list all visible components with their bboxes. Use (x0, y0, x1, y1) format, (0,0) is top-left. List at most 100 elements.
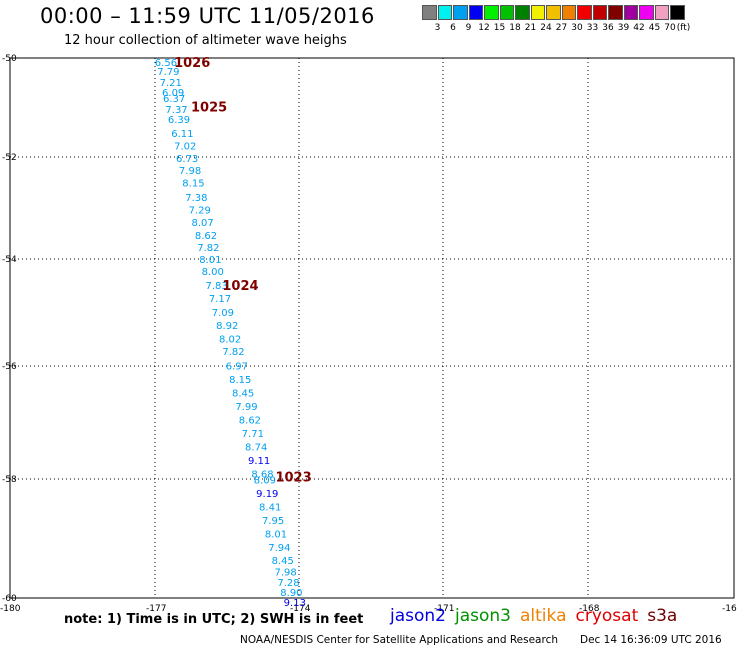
satellite-altika: altika (520, 606, 567, 626)
legend-swatch (453, 5, 468, 20)
lat-tick-label: -52 (2, 153, 17, 163)
wave-height-label: 8.00 (202, 267, 224, 278)
lat-tick-label: -54 (2, 255, 17, 265)
wave-height-label: 8.68 (251, 469, 273, 480)
wave-height-label: 8.41 (259, 503, 281, 514)
wave-height-label: 6.11 (171, 129, 193, 140)
legend-label: 36 (602, 23, 614, 33)
wave-height-label: 7.29 (189, 206, 211, 217)
wave-height-label: 8.07 (191, 218, 213, 229)
wave-height-label: 7.82 (197, 243, 219, 254)
note-text: note: 1) Time is in UTC; 2) SWH is in fe… (64, 612, 364, 627)
lon-tick-label: -168 (579, 604, 600, 614)
wave-height-label: 8.01 (199, 255, 221, 266)
wave-height-label: 8.09 (254, 476, 276, 487)
wave-height-label: 8.92 (216, 321, 238, 332)
wave-height-label: 7.21 (160, 78, 182, 89)
wave-height-label: 6.09 (162, 88, 184, 99)
legend-label: 45 (648, 23, 661, 33)
legend-label: (ft) (676, 23, 691, 33)
legend-label: 3 (434, 23, 441, 33)
wave-height-label: 6.39 (168, 115, 190, 126)
wave-height-label: 7.71 (242, 429, 264, 440)
wave-height-label: 6.97 (226, 361, 248, 372)
legend-swatch (422, 5, 437, 20)
wave-height-label: 7.37 (165, 105, 187, 116)
legend-swatch (608, 5, 623, 20)
wave-height-label: 7.02 (174, 141, 196, 152)
wave-height-label: 7.38 (185, 193, 207, 204)
pressure-label: 1023 (275, 471, 311, 486)
wave-height-label: 7.82 (222, 347, 244, 358)
wave-height-label: 8.90 (280, 588, 302, 599)
wave-height-label: 6.37 (163, 94, 185, 105)
wave-height-label: 7.83 (205, 281, 227, 292)
wave-height-label: 8.62 (239, 415, 261, 426)
legend-swatch (670, 5, 685, 20)
wave-height-label: 6.56 (155, 58, 177, 69)
lat-tick-label: -56 (2, 362, 17, 372)
wave-height-label: 9.13 (284, 598, 306, 609)
lon-tick-label: -174 (290, 604, 311, 614)
wave-height-label: 7.98 (275, 568, 297, 579)
satellite-cryosat: cryosat (575, 606, 639, 626)
lat-tick-label: -50 (2, 54, 17, 64)
wave-height-label: 6.73 (176, 154, 198, 165)
timestamp: Dec 14 16:36:09 UTC 2016 (580, 634, 722, 646)
legend-label: 24 (540, 23, 552, 33)
legend-label: 6 (450, 23, 456, 33)
legend-label: 39 (617, 23, 630, 33)
legend-swatch (654, 5, 669, 20)
legend-swatch (546, 5, 561, 20)
legend-swatch (468, 5, 483, 20)
wave-height-label: 8.15 (229, 375, 251, 386)
credit-text: NOAA/NESDIS Center for Satellite Applica… (240, 634, 558, 646)
wave-height-label: 8.45 (232, 388, 254, 399)
pressure-label: 1024 (222, 279, 258, 294)
legend-label: 27 (555, 23, 568, 33)
map-subtitle: 12 hour collection of altimeter wave hei… (64, 33, 347, 48)
wave-height-label: 7.28 (277, 578, 299, 589)
wave-height-label: 7.98 (179, 166, 201, 177)
wave-height-label: 8.02 (219, 334, 241, 345)
legend-label: 18 (509, 23, 521, 33)
wave-height-label: 7.17 (209, 294, 231, 305)
lon-tick-label: -171 (434, 604, 454, 614)
map-title: 00:00 – 11:59 UTC 11/05/2016 (40, 4, 375, 28)
lon-tick-label: -177 (146, 604, 166, 614)
wave-height-label: 8.01 (265, 530, 287, 541)
wave-height-label: 7.94 (268, 543, 290, 554)
legend-swatch (437, 5, 452, 20)
legend-swatch (561, 5, 576, 20)
wave-height-label: 7.09 (212, 308, 234, 319)
wave-height-label: 9.11 (248, 456, 270, 467)
satellite-legend: jason2 jason3 altika cryosat s3a (390, 606, 686, 626)
satellite-s3a: s3a (647, 606, 678, 626)
wave-height-label: 7.95 (262, 516, 284, 527)
wave-height-label: 8.15 (182, 179, 204, 190)
pressure-label: 1026 (174, 56, 210, 71)
map-frame (9, 57, 735, 599)
legend-swatch (484, 5, 499, 20)
lon-tick-label: -16 (722, 604, 737, 614)
legend-swatch (530, 5, 545, 20)
legend-swatch (515, 5, 530, 20)
legend-label: 42 (633, 23, 645, 33)
legend-label: 12 (478, 23, 490, 33)
legend-label: 15 (493, 23, 506, 33)
satellite-jason2: jason2 (390, 606, 446, 626)
legend-swatch (499, 5, 514, 20)
wave-height-label: 8.45 (272, 556, 294, 567)
legend-label: 30 (571, 23, 583, 33)
legend-swatch (592, 5, 607, 20)
legend-label: 21 (524, 23, 537, 33)
legend-swatch (577, 5, 592, 20)
lat-tick-label: -58 (2, 475, 17, 485)
wave-height-label: 8.62 (195, 231, 217, 242)
lon-tick-label: -180 (0, 604, 21, 614)
wave-height-label: 7.99 (235, 402, 257, 413)
legend-label: 9 (465, 23, 472, 33)
legend-label: 70 (664, 23, 676, 33)
satellite-jason3: jason3 (455, 606, 511, 626)
